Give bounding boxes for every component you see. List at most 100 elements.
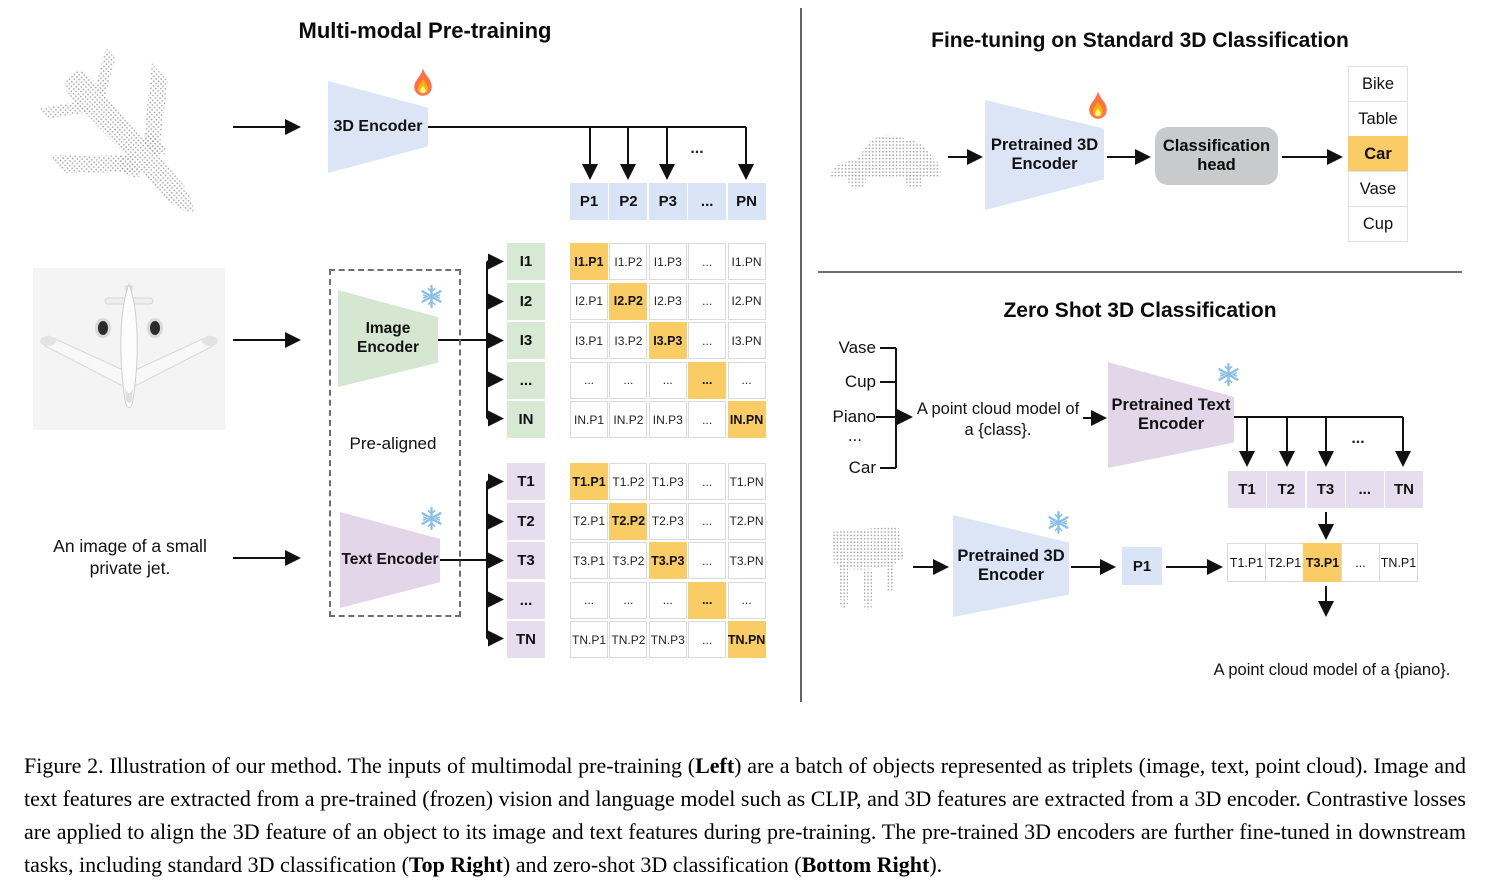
matrix-cell-4-4: IN.PN [727,401,766,439]
matrix-cell-4-4: TN.PN [727,621,766,659]
airplane-point-cloud [39,47,194,213]
prompt-text: A point cloud model of a {class}. [916,400,1080,439]
caption-text: ). [929,852,943,877]
matrix-cell-2-3: ... [688,322,727,360]
matrix-cell-3-3: ... [688,581,727,619]
matrix-cell-3-2: ... [648,361,687,399]
finetune-title: Fine-tuning on Standard 3D Classificatio… [931,29,1349,52]
matrix-cell-1-0: I2.P1 [570,282,608,320]
class-word-3: ... [847,426,862,445]
matrix-cell-1-4: T2.PN [727,502,766,540]
sim-cell-0: T1.P1 [1227,543,1266,582]
i-label-2: I3 [507,322,545,360]
zeroshot-title: Zero Shot 3D Classification [1003,299,1277,322]
caption-bold-text: Top Right [408,852,503,877]
airplane-photo [33,268,225,430]
matrix-cell-0-3: ... [688,243,727,280]
matrix-cell-3-3: ... [688,361,727,399]
class-word-4: Car [848,458,876,477]
sim-cell-2: T3.P1 [1303,543,1342,582]
matrix-cell-2-1: I3.P2 [609,322,648,360]
image-point-similarity-matrix: I1.P1 I1.P2 I1.P3... I1.PN I2.P1 I2.P2 I2.P3..… [570,243,766,439]
matrix-cell-2-3: ... [688,542,727,580]
prealigned-label: Pre-aligned [349,434,437,453]
finetune-encoder-label: Pretrained 3D Encoder [990,135,1099,173]
matrix-cell-0-0: I1.P1 [570,243,608,280]
matrix-cell-2-2: I3.P3 [648,322,687,360]
matrix-cell-4-2: TN.P3 [648,621,687,659]
zeroshot-result-text: A point cloud model of a {piano}. [1213,661,1451,679]
sim-cell-4: TN.P1 [1379,543,1418,582]
p-cell-3: ... [688,183,727,220]
matrix-cell-1-4: I2.PN [727,282,766,320]
matrix-cell-3-0: ... [570,581,608,619]
matrix-cell-3-2: ... [648,581,687,619]
zeroshot-class-words: Vase Cup Piano... Car [812,330,876,480]
matrix-cell-1-1: I2.P2 [609,282,648,320]
matrix-cell-4-0: IN.P1 [570,401,608,439]
class-item-1: Table [1348,101,1408,137]
pretraining-title: Multi-modal Pre-training [298,18,552,43]
matrix-cell-0-1: T1.P2 [609,463,648,500]
matrix-cell-4-2: IN.P3 [648,401,687,439]
class-word-2: Piano [832,407,876,426]
fire-icon [1089,91,1107,119]
p-cell-0: P1 [570,183,608,220]
p-feature-row: P1 P2 P3... PN [570,183,766,220]
pretrained-text-encoder-label: Pretrained Text Encoder [1111,395,1231,433]
p-cell-4: PN [727,183,766,220]
p-row-ellipsis: ... [690,140,704,157]
snowflake-icon [421,284,442,309]
class-item-4: Cup [1348,206,1408,242]
caption-text: ) and zero-shot 3D classification ( [502,852,802,877]
t-label-0: T1 [507,463,545,500]
text-point-similarity-matrix: T1.P1 T1.P2 T1.P3... T1.PN T2.P1 T2.P2 T2.P3..… [570,463,766,659]
matrix-cell-0-4: I1.PN [727,243,766,280]
matrix-cell-3-4: ... [727,361,766,399]
sim-cell-3: ... [1341,543,1380,582]
t-label-4: TN [507,621,545,659]
snowflake-icon [1048,510,1069,535]
snowflake-icon [421,506,442,531]
car-point-cloud [830,135,941,189]
matrix-cell-4-3: ... [688,621,727,659]
matrix-cell-2-1: T3.P2 [609,542,648,580]
matrix-cell-1-3: ... [688,502,727,540]
fire-icon [414,68,432,96]
t-label-3: ... [507,581,545,619]
matrix-cell-2-2: T3.P3 [648,542,687,580]
class-item-0: Bike [1348,66,1408,102]
t-cell-2: T3 [1306,471,1345,508]
image-encoder-label: Image Encoder [356,320,419,356]
matrix-cell-4-1: TN.P2 [609,621,648,659]
i-label-4: IN [507,401,545,439]
matrix-cell-1-2: T2.P3 [648,502,687,540]
matrix-cell-1-0: T2.P1 [570,502,608,540]
t-row-ellipsis: ... [1351,430,1365,447]
matrix-cell-3-0: ... [570,361,608,399]
matrix-cell-0-1: I1.P2 [609,243,648,280]
matrix-cell-1-1: T2.P2 [609,502,648,540]
figure-caption: Figure 2. Illustration of our method. Th… [24,749,1466,881]
matrix-cell-0-0: T1.P1 [570,463,608,500]
caption-text: Figure 2. Illustration of our method. Th… [24,753,696,778]
piano-point-cloud [832,526,904,610]
i-label-3: ... [507,361,545,399]
t-label-column: T1 T2 T3... TN [507,463,545,659]
matrix-cell-2-4: I3.PN [727,322,766,360]
class-prediction-list: Bike Table Car Vase Cup [1348,66,1408,242]
matrix-cell-3-1: ... [609,361,648,399]
i-label-1: I2 [507,282,545,320]
matrix-cell-0-2: T1.P3 [648,463,687,500]
caption-bold-text: Left [695,753,735,778]
matrix-cell-2-4: T3.PN [727,542,766,580]
zeroshot-similarity-row: T1.P1 T2.P1 T3.P1... TN.P1 [1227,543,1418,582]
bracket-class-words [880,347,897,469]
matrix-cell-1-2: I2.P3 [648,282,687,320]
zeroshot-t-row: T1 T2 T3... TN [1228,471,1423,508]
class-item-2: Car [1348,136,1408,172]
caption-text: ) are a batch of objects represented as … [24,753,1466,877]
matrix-cell-0-4: T1.PN [727,463,766,500]
caption-bold-text: Bottom Right [801,852,930,877]
matrix-cell-2-0: I3.P1 [570,322,608,360]
